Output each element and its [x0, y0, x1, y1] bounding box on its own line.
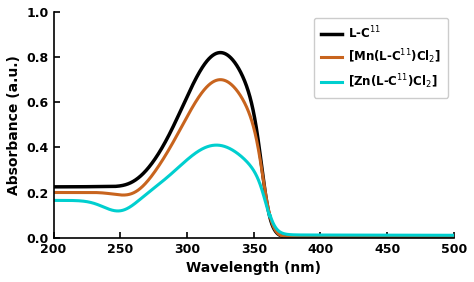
[Zn(L-C$^{11}$)Cl$_2$] [246, 162, 251, 165]
[Zn(L-C$^{11}$)Cl$_2$] [214, 144, 219, 147]
[Zn(L-C$^{11}$)Cl$_2$] [439, 233, 445, 237]
L-C$^{11}$ [439, 236, 445, 239]
[Zn(L-C$^{11}$)Cl$_2$] [71, 199, 77, 202]
[Zn(L-C$^{11}$)Cl$_2$] [366, 233, 372, 237]
[Mn(L-C$^{11}$)Cl$_2$] [235, 90, 241, 93]
L-C$^{11}$ [218, 51, 223, 54]
[Mn(L-C$^{11}$)Cl$_2$] [218, 78, 223, 81]
L-C$^{11}$ [51, 185, 56, 189]
L-C$^{11}$ [440, 236, 446, 239]
[Mn(L-C$^{11}$)Cl$_2$] [71, 191, 77, 194]
[Zn(L-C$^{11}$)Cl$_2$] [451, 233, 457, 237]
Legend: L-C$^{11}$, [Mn(L-C$^{11}$)Cl$_2$], [Zn(L-C$^{11}$)Cl$_2$]: L-C$^{11}$, [Mn(L-C$^{11}$)Cl$_2$], [Zn(… [314, 18, 448, 98]
[Mn(L-C$^{11}$)Cl$_2$] [451, 236, 457, 239]
[Mn(L-C$^{11}$)Cl$_2$] [440, 236, 446, 239]
Line: L-C$^{11}$: L-C$^{11}$ [54, 52, 454, 238]
Line: [Mn(L-C$^{11}$)Cl$_2$]: [Mn(L-C$^{11}$)Cl$_2$] [54, 80, 454, 238]
L-C$^{11}$ [235, 65, 241, 69]
[Zn(L-C$^{11}$)Cl$_2$] [51, 199, 56, 202]
[Zn(L-C$^{11}$)Cl$_2$] [440, 233, 446, 237]
[Zn(L-C$^{11}$)Cl$_2$] [235, 152, 241, 155]
[Mn(L-C$^{11}$)Cl$_2$] [51, 191, 56, 194]
L-C$^{11}$ [246, 90, 251, 94]
L-C$^{11}$ [366, 236, 372, 239]
L-C$^{11}$ [71, 185, 77, 188]
X-axis label: Wavelength (nm): Wavelength (nm) [186, 261, 321, 275]
[Mn(L-C$^{11}$)Cl$_2$] [439, 236, 445, 239]
[Mn(L-C$^{11}$)Cl$_2$] [366, 236, 372, 239]
L-C$^{11}$ [451, 236, 457, 239]
Y-axis label: Absorbance (a.u.): Absorbance (a.u.) [7, 55, 21, 195]
[Mn(L-C$^{11}$)Cl$_2$] [246, 110, 251, 113]
Line: [Zn(L-C$^{11}$)Cl$_2$]: [Zn(L-C$^{11}$)Cl$_2$] [54, 145, 454, 235]
